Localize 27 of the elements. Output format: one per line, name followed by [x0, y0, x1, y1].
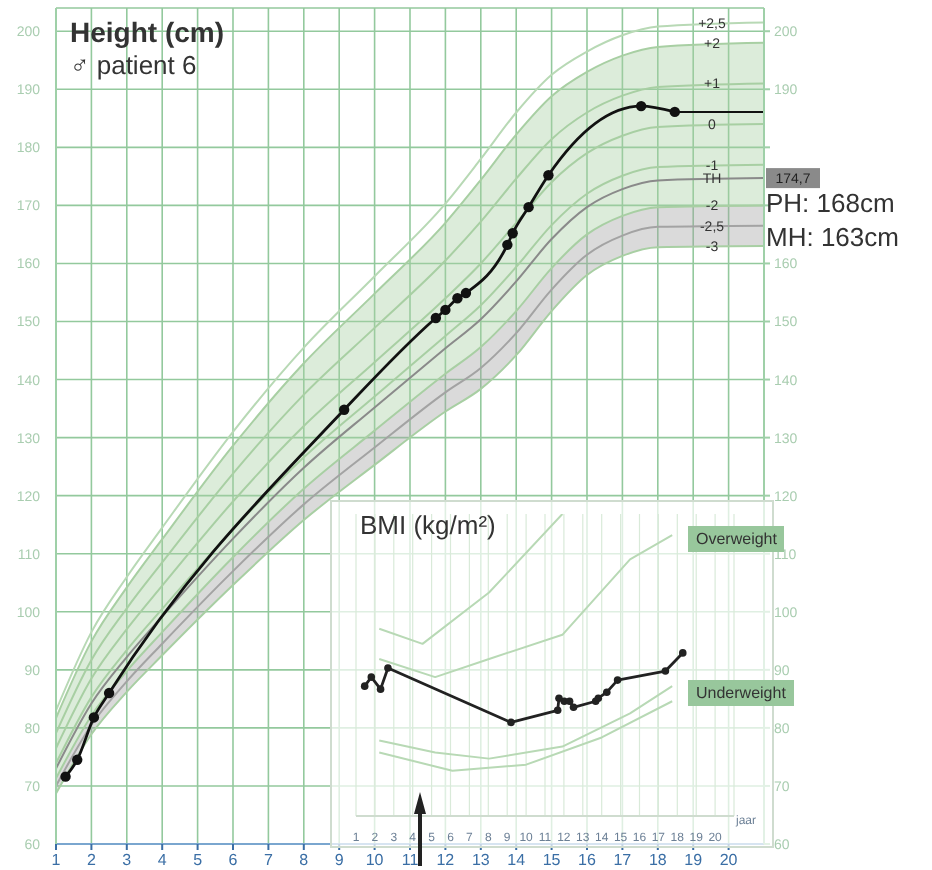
x-tick-label: 7	[263, 851, 274, 870]
x-tick-label: 9	[334, 851, 345, 870]
chart-title: Height (cm)	[70, 16, 224, 48]
x-tick-label: 16	[578, 851, 597, 870]
chart-title: BMI (kg/m²)	[360, 510, 496, 540]
annotation: Overweight	[688, 526, 785, 552]
x-tick-label: 17	[613, 851, 633, 870]
x-tick-label: 3	[122, 851, 133, 870]
x-tick-label: 15	[542, 851, 562, 870]
text: PH: 168cm	[766, 188, 895, 218]
x-tick-label: 12	[436, 851, 456, 870]
x-tick-label: 1	[51, 851, 62, 870]
x-tick-label: 6	[228, 851, 239, 870]
x-tick-label: 18	[648, 851, 668, 870]
text: MH: 163cm	[766, 222, 899, 252]
x-tick-label: 4	[157, 851, 168, 870]
x-tick-label: 14	[507, 851, 527, 870]
x-tick-label: 20	[719, 851, 739, 870]
x-tick-label: 8	[299, 851, 310, 870]
x-tick-label: 10	[365, 851, 385, 870]
x-tick-label: 13	[471, 851, 491, 870]
x-tick-label: 11	[401, 851, 420, 870]
x-tick-label: 2	[86, 851, 97, 870]
text: ♂ patient 6	[70, 50, 197, 80]
annotation: Underweight	[688, 680, 794, 706]
x-tick-label: 5	[193, 851, 204, 870]
x-tick-label: 19	[684, 851, 704, 870]
